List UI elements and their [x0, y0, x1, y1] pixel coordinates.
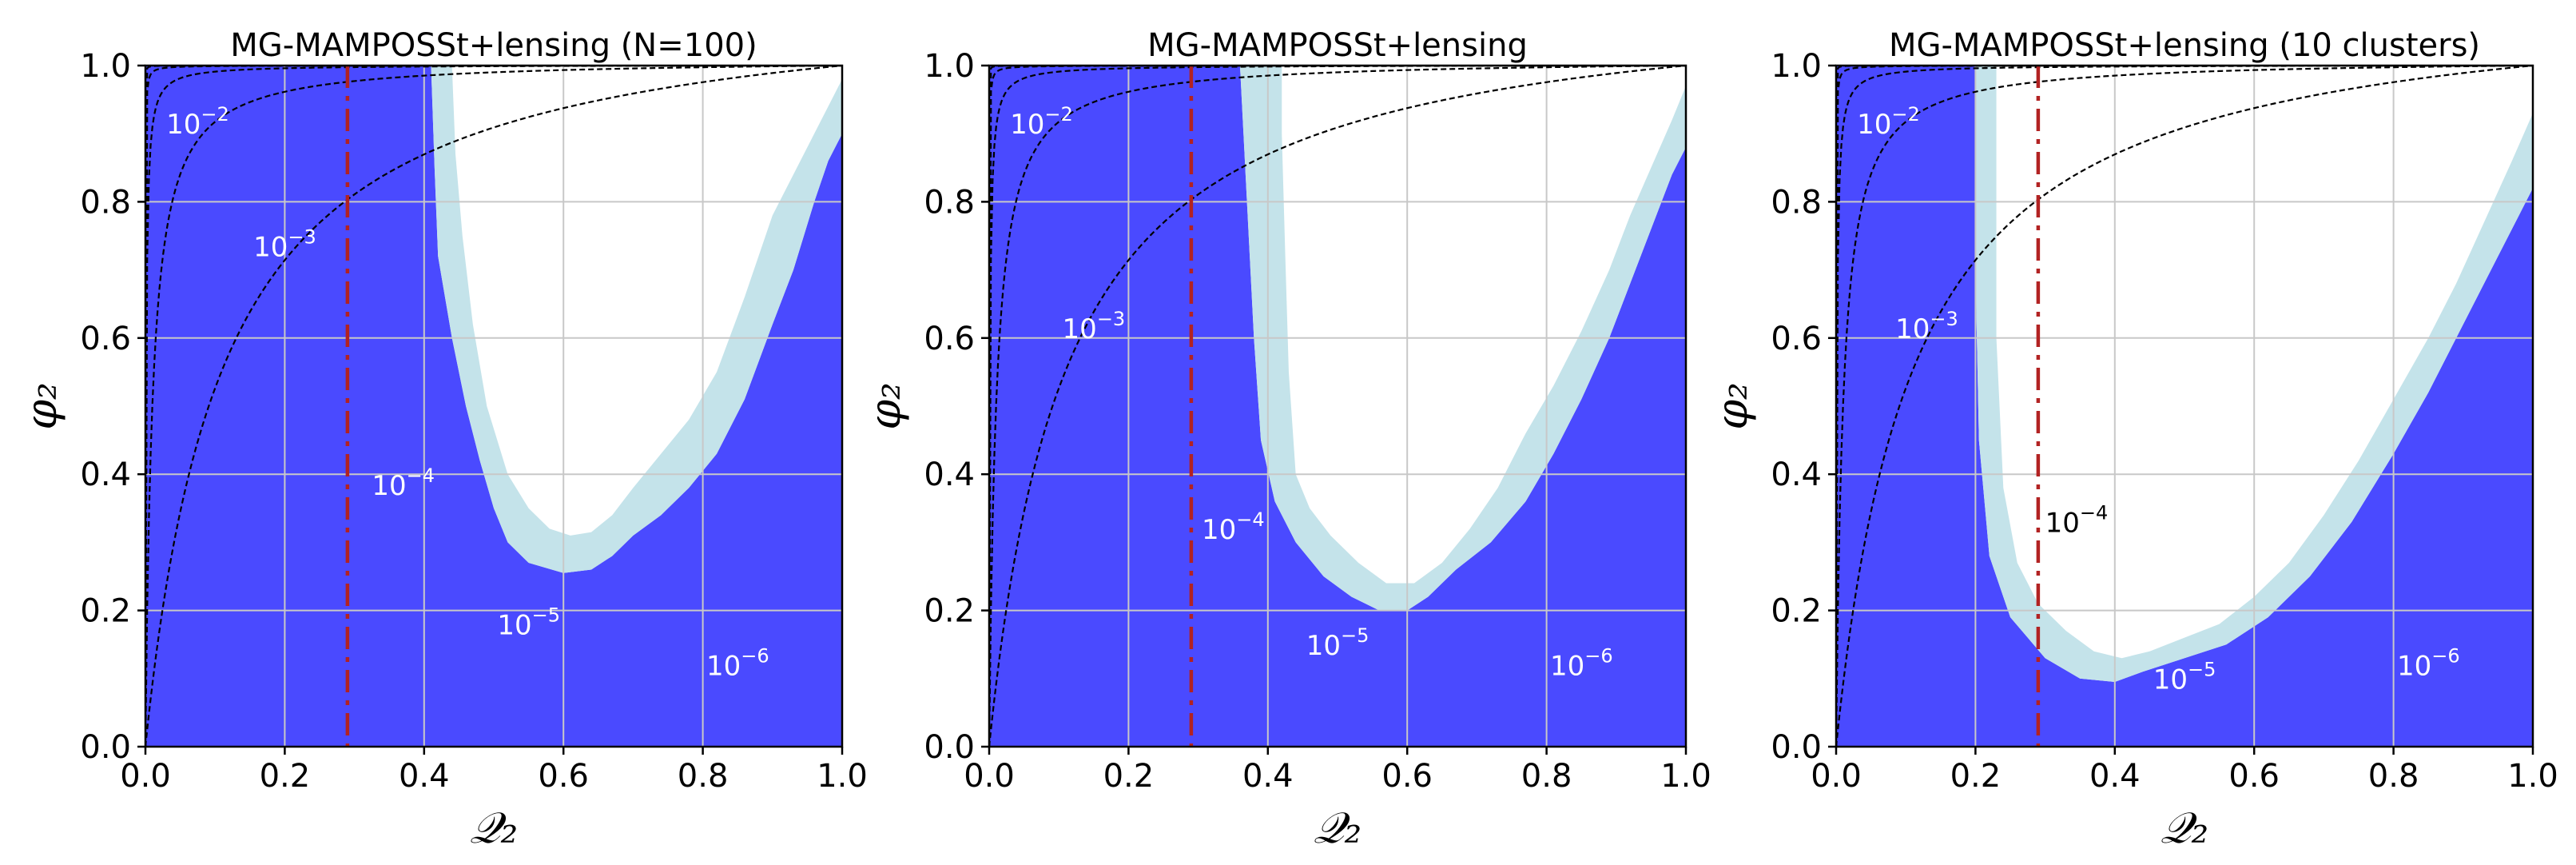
- y-tick-label: 0.0: [924, 729, 975, 766]
- y-tick-label: 0.2: [1771, 593, 1822, 630]
- y-axis-label: φ₂: [860, 382, 910, 429]
- contour-label: 10−6: [2397, 645, 2460, 683]
- x-tick-label: 0.6: [1381, 758, 1433, 795]
- contour-line-1e-5: [989, 66, 1686, 747]
- excluded-region-dark: [989, 66, 1686, 747]
- axes-frame: [988, 64, 1688, 748]
- y-tick-label: 0.8: [924, 184, 975, 221]
- panel-2: 10−2 10−3 10−4 10−5 10−6 0.00.0 0.2 0.2 0.4 0.4 0.…: [1707, 27, 2558, 853]
- x-tick-label: 0.0: [1811, 758, 1862, 795]
- contour-label: 10−6: [706, 645, 769, 683]
- x-axis-label: 𝒬₂: [470, 803, 518, 853]
- x-tick-label: 0.2: [1950, 758, 2002, 795]
- chart-title: MG-MAMPOSSt+lensing (10 clusters): [1889, 27, 2480, 64]
- chart-title: MG-MAMPOSSt+lensing: [1147, 27, 1528, 64]
- x-tick-label: 1.0: [2507, 758, 2558, 795]
- y-axis-label: φ₂: [1707, 382, 1757, 429]
- excluded-region-dark: [145, 66, 842, 747]
- contour-line-1e-5: [1836, 66, 2533, 747]
- y-tick-label: 1.0: [80, 48, 131, 85]
- contour-label: 10−3: [1895, 308, 1958, 345]
- contour-label: 10−4: [1202, 508, 1265, 546]
- contour-label: 10−3: [253, 226, 316, 264]
- x-tick-label: 0.2: [1103, 758, 1155, 795]
- panel-1: 10−2 10−3 10−4 10−5 10−6 0.00.0 0.2 0.2 0.4 0.4 0.…: [860, 27, 1711, 853]
- x-tick-label: 0.6: [2228, 758, 2280, 795]
- axes-frame: [144, 64, 844, 748]
- x-tick-label: 0.8: [1521, 758, 1572, 795]
- excluded-region-light: [1975, 66, 2533, 683]
- x-tick-label: 1.0: [1660, 758, 1711, 795]
- x-tick-label: 0.8: [2368, 758, 2419, 795]
- y-tick-label: 0.0: [80, 729, 131, 766]
- contour-label: 10−4: [372, 464, 435, 502]
- plot-area: [145, 66, 842, 747]
- x-tick-label: 0.6: [538, 758, 589, 795]
- chart-title: MG-MAMPOSSt+lensing (N=100): [230, 27, 757, 64]
- axes-frame: [1835, 64, 2534, 748]
- contour-label: 10−2: [166, 103, 229, 141]
- x-axis-label: 𝒬₂: [2161, 803, 2208, 853]
- excluded-region-light: [431, 66, 842, 573]
- contour-label: 10−2: [1857, 103, 1920, 141]
- x-tick-label: 1.0: [817, 758, 868, 795]
- contour-label: 10−6: [1550, 645, 1613, 683]
- y-axis-label: φ₂: [16, 382, 66, 429]
- panel-0: 10−2 10−3 10−4 10−5 10−6 0.00.0 0.2 0.2 0.4 0.4 0.…: [16, 27, 868, 853]
- x-tick-label: 0.2: [260, 758, 311, 795]
- contour-label: 10−5: [1306, 624, 1369, 662]
- contour-line-1e-5: [145, 66, 842, 747]
- y-tick-label: 0.8: [1771, 184, 1822, 221]
- y-tick-label: 0.2: [924, 593, 975, 630]
- y-tick-label: 0.8: [80, 184, 131, 221]
- y-tick-label: 1.0: [924, 48, 975, 85]
- y-tick-label: 1.0: [1771, 48, 1822, 85]
- contour-label: 10−4: [2045, 502, 2109, 540]
- x-axis-label: 𝒬₂: [1314, 803, 1362, 853]
- excluded-region-dark: [1836, 66, 2533, 747]
- x-tick-label: 0.4: [2089, 758, 2141, 795]
- contour-label: 10−3: [1063, 308, 1126, 345]
- x-tick-label: 0.0: [120, 758, 171, 795]
- y-tick-label: 0.0: [1771, 729, 1822, 766]
- x-tick-label: 0.8: [678, 758, 729, 795]
- y-tick-label: 0.6: [924, 321, 975, 357]
- y-tick-label: 0.4: [80, 456, 131, 493]
- x-tick-label: 0.4: [399, 758, 450, 795]
- y-tick-label: 0.6: [1771, 321, 1822, 357]
- y-tick-label: 0.4: [924, 456, 975, 493]
- y-tick-label: 0.4: [1771, 456, 1822, 493]
- contour-label: 10−5: [497, 604, 560, 641]
- plot-area: [1836, 66, 2533, 747]
- contour-label: 10−2: [1010, 103, 1073, 141]
- y-tick-label: 0.2: [80, 593, 131, 630]
- contour-label: 10−5: [2153, 659, 2216, 696]
- x-tick-label: 0.0: [964, 758, 1015, 795]
- y-tick-label: 0.6: [80, 321, 131, 357]
- x-tick-label: 0.4: [1242, 758, 1294, 795]
